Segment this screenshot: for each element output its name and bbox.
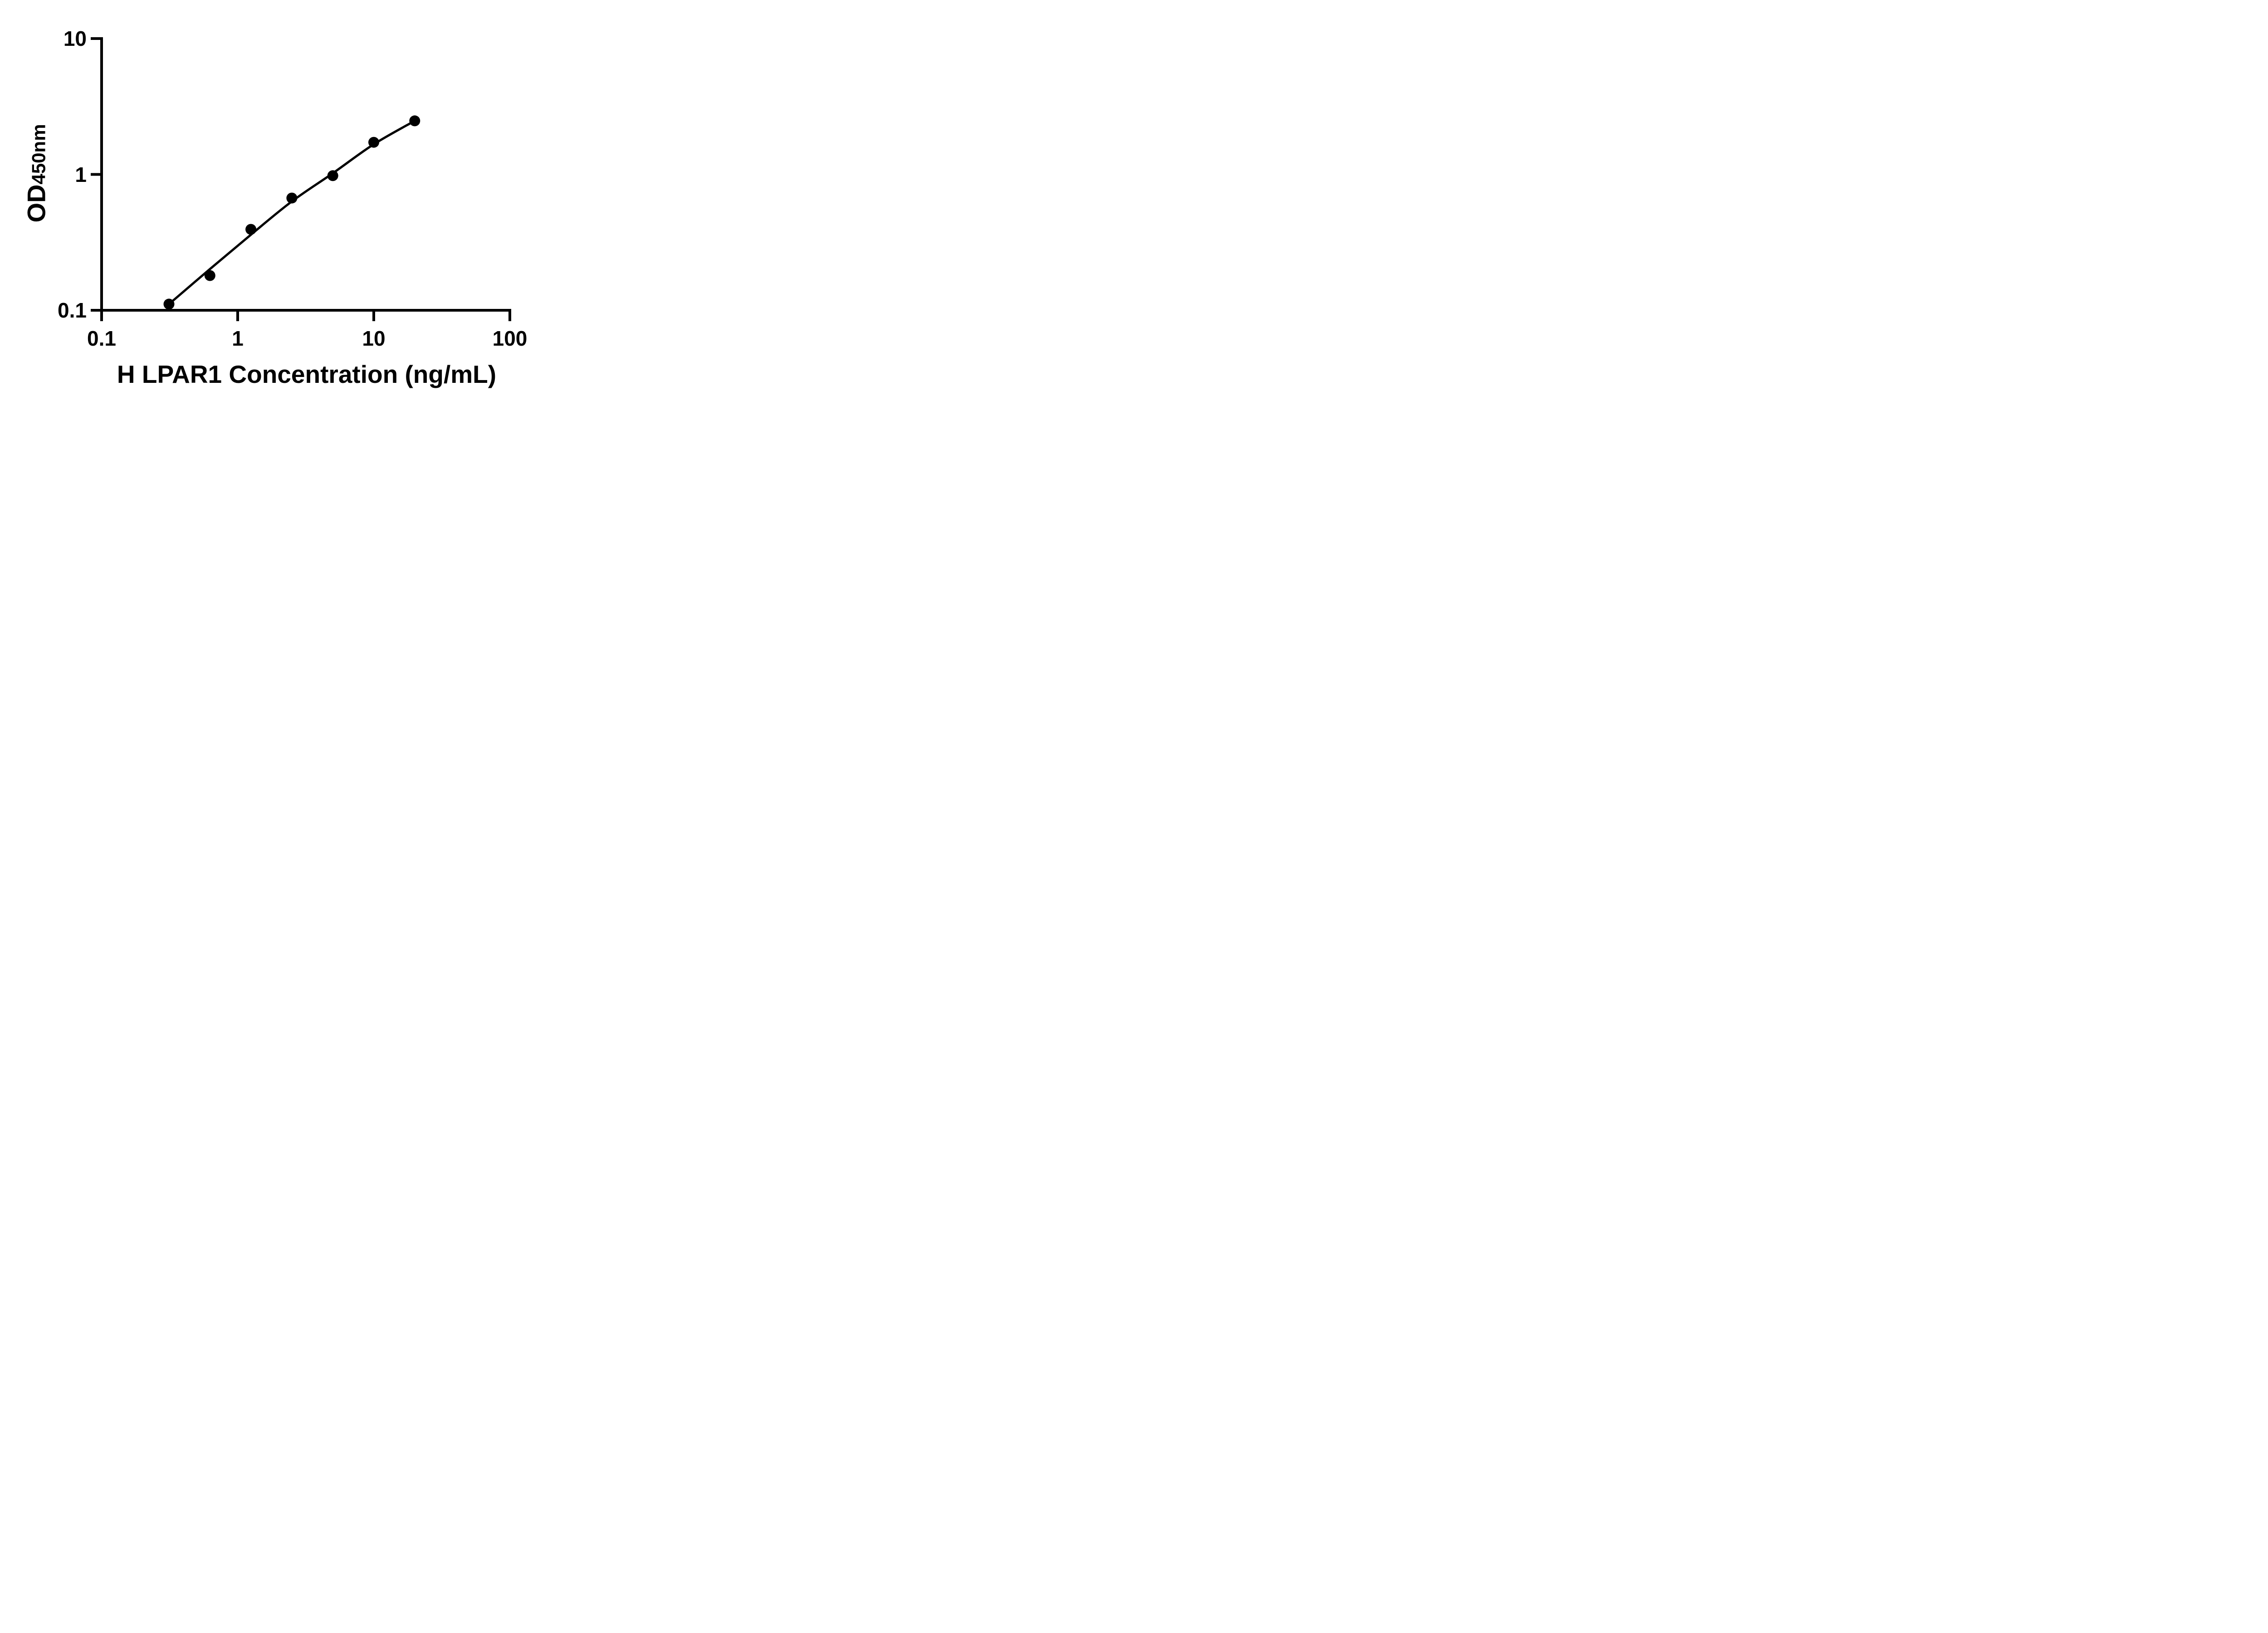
- y-tick-label: 10: [63, 27, 87, 50]
- data-point-marker: [368, 137, 379, 148]
- data-point-marker: [245, 224, 257, 235]
- x-tick-label: 10: [362, 327, 386, 350]
- x-tick-label: 0.1: [87, 327, 116, 350]
- data-point-marker: [286, 192, 298, 204]
- y-tick-label: 0.1: [58, 298, 87, 322]
- x-tick-label: 100: [492, 327, 528, 350]
- elisa-standard-curve-chart: OD 450nm H LPAR1 Concentration (ng/mL) 0.…: [0, 0, 572, 408]
- y-tick-label: 1: [75, 162, 87, 186]
- data-point-marker: [327, 170, 338, 181]
- data-point-marker: [204, 270, 215, 281]
- data-point-marker: [409, 115, 420, 127]
- y-axis-title-main: OD: [22, 184, 51, 223]
- x-tick-label: 1: [232, 327, 244, 350]
- x-axis-title: H LPAR1 Concentration (ng/mL): [117, 360, 497, 388]
- plot-svg: [91, 37, 511, 321]
- data-point-marker: [163, 298, 175, 310]
